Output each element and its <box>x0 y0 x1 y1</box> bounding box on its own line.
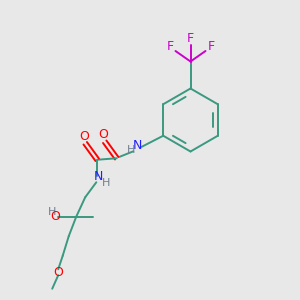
Text: F: F <box>207 40 214 53</box>
Text: O: O <box>79 130 89 142</box>
Text: H: H <box>48 207 56 217</box>
Text: H: H <box>127 145 136 155</box>
Text: N: N <box>94 170 104 183</box>
Text: F: F <box>167 40 174 53</box>
Text: O: O <box>50 210 60 223</box>
Text: F: F <box>187 32 194 45</box>
Text: O: O <box>54 266 64 279</box>
Text: N: N <box>133 139 142 152</box>
Text: O: O <box>98 128 108 141</box>
Text: H: H <box>101 178 110 188</box>
